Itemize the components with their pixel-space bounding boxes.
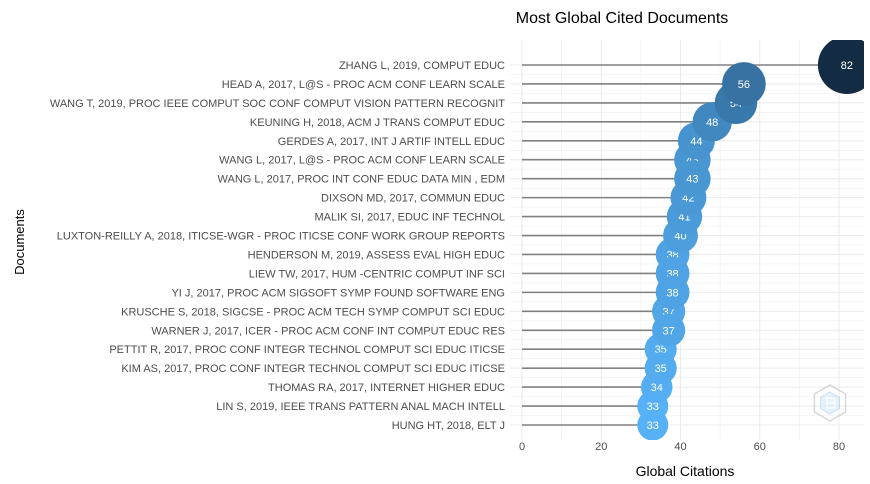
data-label: 82 <box>841 60 853 72</box>
lollipop-stems <box>522 64 847 426</box>
y-tick-label: YI J, 2017, PROC ACM SIGSOFT SYMP FOUND … <box>171 287 505 299</box>
chart-title: Most Global Cited Documents <box>516 10 729 27</box>
lollipop-dot <box>722 62 766 106</box>
x-tick-labels: 0 20 40 60 80 <box>519 441 845 453</box>
y-tick-label: MALIK SI, 2017, EDUC INF TECHNOL <box>314 212 505 224</box>
data-label: 37 <box>662 325 674 337</box>
y-tick-label: WANG T, 2019, PROC IEEE COMPUT SOC CONF … <box>50 98 505 110</box>
x-axis-title: Global Citations <box>636 463 735 479</box>
y-tick-label: LUXTON-REILLY A, 2018, ITICSE-WGR - PROC… <box>57 231 505 243</box>
lollipop-point: 33 <box>637 409 669 440</box>
y-tick-label: THOMAS RA, 2017, INTERNET HIGHER EDUC <box>268 382 505 394</box>
lollipop-point: 38 <box>655 275 690 310</box>
lollipop-point: 43 <box>674 160 711 197</box>
y-tick-labels: ZHANG L, 2019, COMPUT EDUC HEAD A, 2017, … <box>50 60 505 432</box>
bibliometrix-hexagon-logo-icon <box>813 384 847 422</box>
data-label: 33 <box>647 420 659 432</box>
y-tick-label: PETTIT R, 2017, PROC CONF INTEGR TECHNOL… <box>109 344 505 356</box>
y-tick-label: KIM AS, 2017, PROC CONF INTEGR TECHNOL C… <box>121 363 505 375</box>
y-tick-label: KRUSCHE S, 2018, SIGCSE - PROC ACM TECH … <box>121 306 505 318</box>
data-label: 48 <box>706 117 718 129</box>
y-tick-label: HEAD A, 2017, L@S - PROC ACM CONF LEARN … <box>222 79 505 91</box>
lollipop-point: 37 <box>652 313 686 347</box>
y-tick-label: LIN S, 2019, IEEE TRANS PATTERN ANAL MAC… <box>216 401 505 413</box>
lollipop-dots: 3333343535373738383840414243434448545682 <box>637 40 864 440</box>
y-tick-label: ZHANG L, 2019, COMPUT EDUC <box>339 60 505 72</box>
lollipop-point: 56 <box>722 62 766 106</box>
x-tick-label: 40 <box>674 441 686 453</box>
lollipop-dot <box>655 275 690 310</box>
y-tick-label: GERDES A, 2017, INT J ARTIF INTELL EDUC <box>278 136 505 148</box>
y-tick-label: WANG L, 2017, PROC INT CONF EDUC DATA MI… <box>218 174 505 186</box>
y-tick-label: KEUNING H, 2018, ACM J TRANS COMPUT EDUC <box>250 117 505 129</box>
x-tick-label: 20 <box>595 441 607 453</box>
y-axis-title: Documents <box>12 209 27 275</box>
y-tick-label: HENDERSON M, 2019, ASSESS EVAL HIGH EDUC <box>248 249 505 261</box>
x-tick-label: 0 <box>519 441 525 453</box>
y-tick-label: DIXSON MD, 2017, COMMUN EDUC <box>321 193 505 205</box>
data-label: 38 <box>666 287 678 299</box>
lollipop-point: 82 <box>817 40 864 94</box>
data-label: 56 <box>738 79 750 91</box>
y-tick-label: HUNG HT, 2018, ELT J <box>392 420 505 432</box>
lollipop-point: 35 <box>644 352 677 385</box>
data-label: 44 <box>690 136 702 148</box>
x-tick-label: 60 <box>754 441 766 453</box>
lollipop-dot <box>674 160 711 197</box>
lollipop-dot <box>644 352 677 385</box>
y-tick-label: WARNER J, 2017, ICER - PROC ACM CONF INT… <box>151 325 505 337</box>
y-tick-label: WANG L, 2017, L@S - PROC ACM CONF LEARN … <box>219 155 505 167</box>
data-label: 34 <box>651 382 663 394</box>
data-label: 35 <box>655 363 667 375</box>
lollipop-dot <box>817 40 864 94</box>
lollipop-dot <box>637 409 669 440</box>
y-tick-label: LIEW TW, 2017, HUM -CENTRIC COMPUT INF S… <box>249 268 505 280</box>
x-tick-label: 80 <box>833 441 845 453</box>
lollipop-dot <box>652 313 686 347</box>
data-label: 43 <box>686 174 698 186</box>
